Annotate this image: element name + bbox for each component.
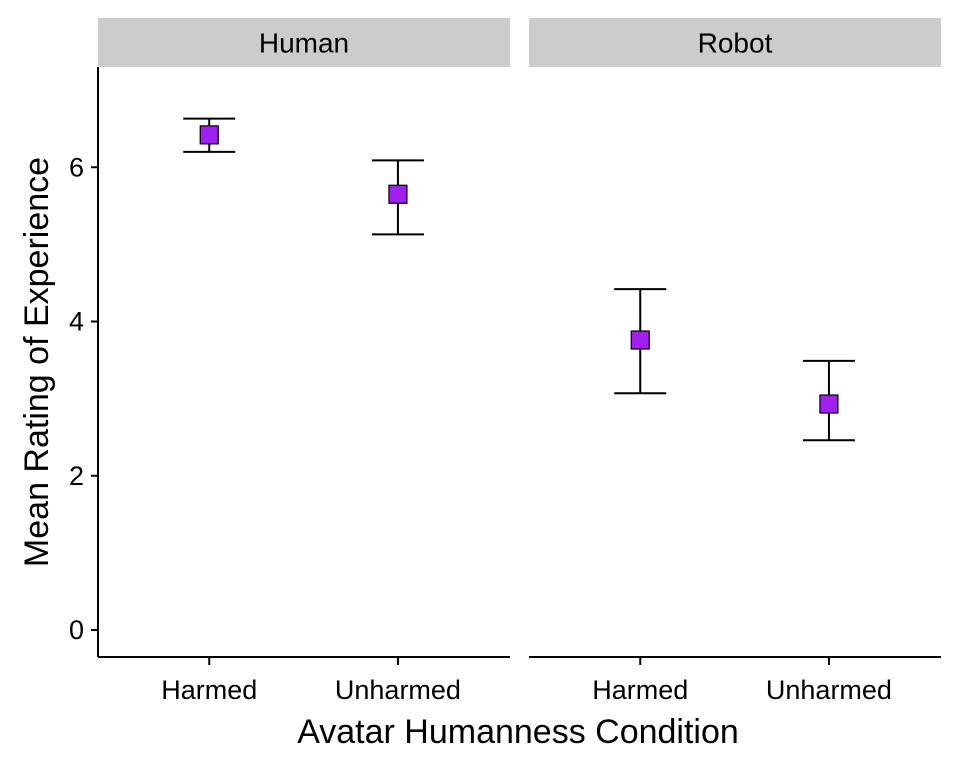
facet-strip [529,18,941,67]
mean-marker [630,330,650,350]
facet-strip-label: Human [259,28,349,59]
mean-marker [388,184,408,204]
x-axis-title: Avatar Humanness Condition [297,713,739,751]
facet-strip [98,18,510,67]
mean-marker [199,125,219,145]
y-tick-label: 0 [69,615,84,645]
y-tick-label: 4 [69,307,84,337]
mean-marker [819,394,839,414]
facet-strip-label: Robot [698,28,773,59]
x-tick-label: Unharmed [766,675,892,705]
data-point-robot-unharmed [802,359,855,442]
y-tick-label: 2 [69,461,84,491]
x-tick-label: Harmed [161,675,257,705]
data-point-robot-harmed [614,288,667,395]
y-axis-title: Mean Rating of Experience [18,157,56,567]
facet-panel-robot: Robot Harmed Unharmed [529,18,941,705]
y-tick-label: 6 [69,152,84,182]
x-tick-label: Unharmed [335,675,461,705]
x-tick-label: Harmed [592,675,688,705]
facet-panel-human: Human 0 2 4 6 Harmed Unharmed [69,18,510,705]
data-point-human-unharmed [371,159,424,236]
data-point-human-harmed [183,117,236,153]
